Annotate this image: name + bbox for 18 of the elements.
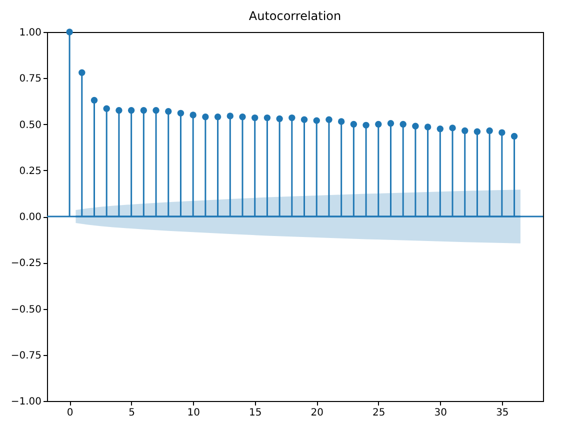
x-tick-label: 10 (187, 408, 200, 418)
y-tick-label: 0.75 (19, 74, 42, 85)
y-tick-label: 0.50 (19, 120, 42, 131)
x-tick-label: 35 (496, 408, 509, 418)
x-tick-label: 5 (128, 408, 135, 418)
y-tick-label: 1.00 (19, 28, 42, 38)
x-tick-label: 30 (434, 408, 448, 418)
x-tick-label: 25 (372, 408, 386, 418)
y-tick-label: 0.00 (19, 212, 42, 223)
x-tick-label: 0 (66, 408, 74, 418)
y-tick-label: −0.25 (10, 258, 42, 270)
y-tick-label: −0.75 (10, 350, 42, 362)
x-tick-label: 20 (310, 408, 324, 418)
x-tick-label: 15 (248, 408, 262, 418)
y-tick-label: −0.50 (10, 304, 42, 316)
y-tick-label: 0.25 (19, 166, 42, 177)
y-tick-label: −1.00 (10, 396, 42, 408)
chart-title: Autocorrelation (248, 9, 342, 23)
